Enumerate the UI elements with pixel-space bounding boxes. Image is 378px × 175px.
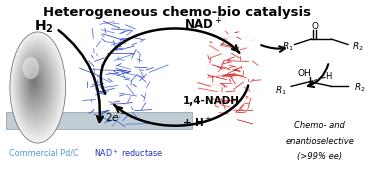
Ellipse shape <box>31 76 37 87</box>
Ellipse shape <box>15 43 58 129</box>
Text: $R_1$: $R_1$ <box>275 84 287 97</box>
Ellipse shape <box>26 65 44 102</box>
Text: Chemo- and: Chemo- and <box>294 121 345 130</box>
Ellipse shape <box>12 37 62 137</box>
Ellipse shape <box>25 63 45 103</box>
Ellipse shape <box>24 61 47 106</box>
Ellipse shape <box>20 52 53 118</box>
Ellipse shape <box>17 46 57 125</box>
Text: $R_2$: $R_2$ <box>352 41 364 53</box>
Ellipse shape <box>23 60 48 108</box>
Text: NAD$^+$: NAD$^+$ <box>184 17 222 33</box>
Text: $R_1$: $R_1$ <box>282 41 294 53</box>
Text: OH: OH <box>298 69 311 78</box>
Ellipse shape <box>25 62 46 105</box>
Text: (>99% ee): (>99% ee) <box>297 152 342 162</box>
Ellipse shape <box>19 50 54 121</box>
Text: NAD$^+$ reductase: NAD$^+$ reductase <box>94 148 163 159</box>
Ellipse shape <box>28 68 42 97</box>
Ellipse shape <box>14 41 60 132</box>
Ellipse shape <box>22 57 49 111</box>
Text: O: O <box>311 22 318 31</box>
Ellipse shape <box>14 40 60 134</box>
Text: 1,4-NADH: 1,4-NADH <box>183 96 240 106</box>
Text: Heterogeneous chemo-bio catalysis: Heterogeneous chemo-bio catalysis <box>43 6 311 19</box>
Ellipse shape <box>29 72 39 92</box>
Ellipse shape <box>15 42 59 130</box>
Ellipse shape <box>16 44 57 127</box>
Ellipse shape <box>26 66 43 100</box>
Ellipse shape <box>33 78 35 84</box>
Ellipse shape <box>13 38 62 135</box>
Text: $2e^-$: $2e^-$ <box>105 111 127 123</box>
Ellipse shape <box>11 33 65 141</box>
Ellipse shape <box>32 77 36 86</box>
Ellipse shape <box>27 67 43 98</box>
Ellipse shape <box>23 58 48 110</box>
Ellipse shape <box>28 69 41 95</box>
Ellipse shape <box>20 53 52 116</box>
Text: $R_2$: $R_2$ <box>354 82 366 94</box>
Ellipse shape <box>22 57 39 79</box>
Ellipse shape <box>18 48 55 122</box>
Ellipse shape <box>21 54 51 114</box>
Bar <box>6 112 192 129</box>
Text: enantioselective: enantioselective <box>285 137 354 146</box>
Ellipse shape <box>17 47 56 124</box>
Ellipse shape <box>10 32 66 143</box>
Text: Commercial Pd/C: Commercial Pd/C <box>9 149 78 158</box>
Ellipse shape <box>11 34 64 140</box>
Text: H: H <box>325 72 331 81</box>
Ellipse shape <box>29 71 40 94</box>
Ellipse shape <box>19 51 53 119</box>
Ellipse shape <box>30 73 39 90</box>
Ellipse shape <box>12 36 63 138</box>
Ellipse shape <box>33 80 34 82</box>
Ellipse shape <box>31 75 38 89</box>
Text: + H$^+$: + H$^+$ <box>183 116 212 129</box>
Ellipse shape <box>22 56 50 113</box>
Text: $\mathbf{H_2}$: $\mathbf{H_2}$ <box>34 19 53 35</box>
